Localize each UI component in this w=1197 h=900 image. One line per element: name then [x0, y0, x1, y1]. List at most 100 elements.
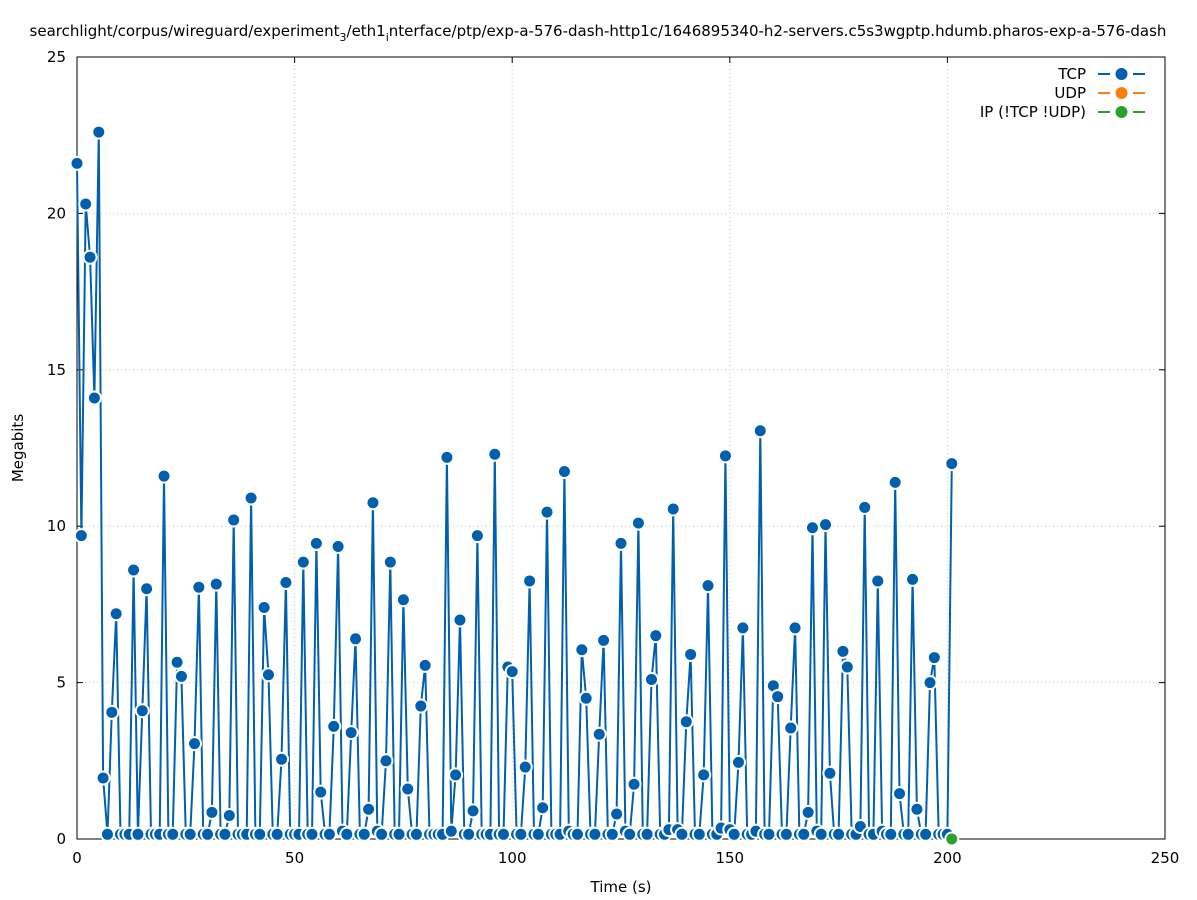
x-axis-label: Time (s) — [590, 878, 652, 896]
legend-marker — [1115, 87, 1128, 99]
data-point — [182, 826, 198, 842]
data-point — [169, 654, 185, 670]
data-point — [274, 751, 290, 767]
data-point — [313, 784, 329, 800]
data-point — [813, 826, 829, 842]
data-point — [800, 804, 816, 820]
data-point — [260, 667, 276, 683]
data-point — [461, 826, 477, 842]
data-point — [752, 423, 768, 439]
data-point — [683, 646, 699, 662]
data-point — [252, 826, 268, 842]
data-point — [539, 504, 555, 520]
data-point — [626, 776, 642, 792]
x-tick-label: 250 — [1151, 849, 1180, 867]
data-point — [622, 826, 638, 842]
data-point — [200, 826, 216, 842]
data-point — [356, 826, 372, 842]
data-point — [822, 765, 838, 781]
data-point — [870, 573, 886, 589]
data-point — [643, 671, 659, 687]
data-point — [700, 578, 716, 594]
data-point — [574, 642, 590, 658]
data-point — [591, 726, 607, 742]
data-point — [339, 826, 355, 842]
data-point — [226, 512, 242, 528]
data-point — [173, 668, 189, 684]
data-point — [909, 801, 925, 817]
axes: 0 50 100 150 200 250 0 5 10 15 20 25 — [47, 48, 1179, 867]
data-point — [365, 495, 381, 511]
data-point — [108, 606, 124, 622]
data-point — [839, 659, 855, 675]
data-point — [78, 196, 94, 212]
data-point — [374, 826, 390, 842]
plot-border — [76, 56, 1166, 840]
data-point — [156, 468, 172, 484]
data-point — [439, 449, 455, 465]
data-point — [717, 448, 733, 464]
data-point — [452, 612, 468, 628]
data-point — [944, 456, 960, 472]
data-point — [596, 632, 612, 648]
data-point — [787, 620, 803, 636]
data-point — [530, 826, 546, 842]
data-point — [731, 754, 747, 770]
data-point — [73, 528, 89, 544]
data-point — [770, 689, 786, 705]
data-point — [818, 517, 834, 533]
y-tick-label: 10 — [47, 517, 66, 535]
data-point — [361, 801, 377, 817]
data-point — [465, 803, 481, 819]
data-point — [674, 826, 690, 842]
data-point — [796, 826, 812, 842]
data-point — [831, 826, 847, 842]
data-point — [269, 826, 285, 842]
data-point — [382, 554, 398, 570]
data-point — [99, 826, 115, 842]
data-point — [887, 474, 903, 490]
data-point — [204, 804, 220, 820]
data-point — [922, 675, 938, 691]
x-tick-label: 50 — [285, 849, 304, 867]
data-point — [308, 535, 324, 551]
data-point — [134, 703, 150, 719]
data-point — [391, 826, 407, 842]
data-point — [905, 571, 921, 587]
data-point — [104, 704, 120, 720]
data-point — [778, 826, 794, 842]
data-point — [522, 573, 538, 589]
data-point — [91, 124, 107, 140]
x-tick-label: 100 — [498, 849, 527, 867]
data-point — [278, 575, 294, 591]
x-tick-label: 0 — [72, 849, 82, 867]
data-point — [304, 826, 320, 842]
data-point — [678, 714, 694, 730]
data-point — [139, 581, 155, 597]
data-point — [191, 579, 207, 595]
data-point — [648, 628, 664, 644]
y-tick-label: 15 — [47, 361, 66, 379]
y-tick-label: 0 — [56, 830, 66, 848]
data-point — [630, 515, 646, 531]
data-point — [86, 390, 102, 406]
data-point — [395, 592, 411, 608]
data-point — [243, 490, 259, 506]
x-tick-label: 200 — [933, 849, 962, 867]
data-point — [126, 562, 142, 578]
data-point — [130, 826, 146, 842]
legend-label: UDP — [1054, 84, 1086, 102]
data-point — [578, 690, 594, 706]
data-point — [408, 826, 424, 842]
data-point — [883, 826, 899, 842]
data-point — [256, 600, 272, 616]
grid-lines — [77, 57, 1165, 839]
data-point — [665, 501, 681, 517]
y-tick-label: 5 — [56, 674, 66, 692]
data-point — [556, 463, 572, 479]
data-point — [761, 826, 777, 842]
data-point — [944, 831, 960, 847]
chart-title: searchlight/corpus/wireguard/experiment3… — [30, 22, 1167, 44]
